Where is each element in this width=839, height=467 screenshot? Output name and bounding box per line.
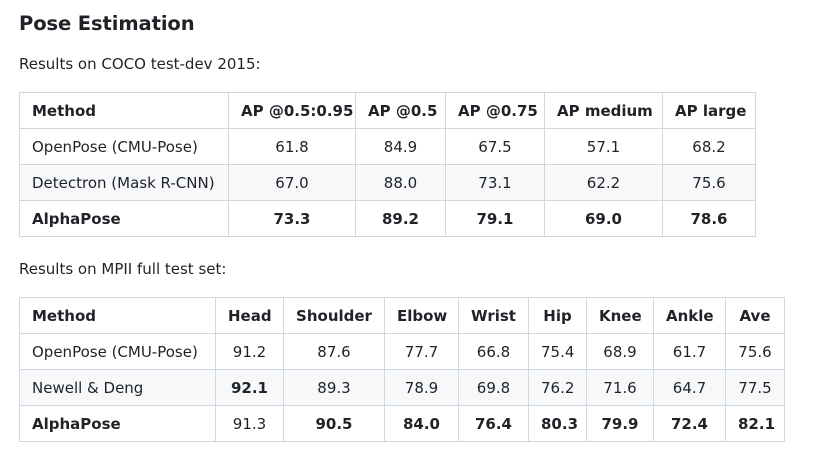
column-header: Method <box>19 297 216 334</box>
column-header: AP @0.75 <box>445 92 545 129</box>
column-header: AP medium <box>544 92 663 129</box>
table-cell: 80.3 <box>528 405 587 442</box>
table-cell: 92.1 <box>215 369 284 406</box>
table-cell: 88.0 <box>355 164 446 201</box>
table-cell: 91.2 <box>215 333 284 370</box>
table-cell: 78.9 <box>384 369 459 406</box>
table-row: OpenPose (CMU-Pose) 91.2 87.6 77.7 66.8 … <box>19 333 785 370</box>
table-cell: 67.5 <box>445 128 545 165</box>
column-header: Elbow <box>384 297 459 334</box>
method-cell: OpenPose (CMU-Pose) <box>19 333 216 370</box>
table-cell: 75.6 <box>725 333 785 370</box>
column-header: AP @0.5 <box>355 92 446 129</box>
table-row: Detectron (Mask R-CNN) 67.0 88.0 73.1 62… <box>19 164 756 201</box>
table-cell: 68.2 <box>662 128 756 165</box>
table-cell: 64.7 <box>653 369 726 406</box>
table-cell: 91.3 <box>215 405 284 442</box>
table-cell: 90.5 <box>283 405 385 442</box>
table-header-row: Method AP @0.5:0.95 AP @0.5 AP @0.75 AP … <box>19 92 756 129</box>
table-cell: 78.6 <box>662 200 756 237</box>
table-cell: 77.5 <box>725 369 785 406</box>
table-row: AlphaPose 91.3 90.5 84.0 76.4 80.3 79.9 … <box>19 405 785 442</box>
coco-caption: Results on COCO test-dev 2015: <box>19 55 261 73</box>
table-cell: 62.2 <box>544 164 663 201</box>
coco-results-table: Method AP @0.5:0.95 AP @0.5 AP @0.75 AP … <box>19 92 756 237</box>
table-cell: 89.2 <box>355 200 446 237</box>
method-cell: OpenPose (CMU-Pose) <box>19 128 229 165</box>
table-row: Newell & Deng 92.1 89.3 78.9 69.8 76.2 7… <box>19 369 785 406</box>
column-header: Knee <box>586 297 654 334</box>
table-row: OpenPose (CMU-Pose) 61.8 84.9 67.5 57.1 … <box>19 128 756 165</box>
table-cell: 75.6 <box>662 164 756 201</box>
table-row: AlphaPose 73.3 89.2 79.1 69.0 78.6 <box>19 200 756 237</box>
table-cell: 61.8 <box>228 128 356 165</box>
column-header: Ankle <box>653 297 726 334</box>
table-cell: 67.0 <box>228 164 356 201</box>
mpii-caption: Results on MPII full test set: <box>19 260 227 278</box>
table-cell: 72.4 <box>653 405 726 442</box>
column-header: AP large <box>662 92 756 129</box>
table-cell: 76.4 <box>458 405 529 442</box>
table-cell: 69.8 <box>458 369 529 406</box>
table-cell: 73.3 <box>228 200 356 237</box>
mpii-results-table: Method Head Shoulder Elbow Wrist Hip Kne… <box>19 297 785 442</box>
method-cell: Newell & Deng <box>19 369 216 406</box>
table-cell: 84.0 <box>384 405 459 442</box>
column-header: Wrist <box>458 297 529 334</box>
table-cell: 79.9 <box>586 405 654 442</box>
table-cell: 57.1 <box>544 128 663 165</box>
table-cell: 61.7 <box>653 333 726 370</box>
table-cell: 82.1 <box>725 405 785 442</box>
table-cell: 66.8 <box>458 333 529 370</box>
table-cell: 73.1 <box>445 164 545 201</box>
table-cell: 79.1 <box>445 200 545 237</box>
column-header: Method <box>19 92 229 129</box>
column-header: AP @0.5:0.95 <box>228 92 356 129</box>
method-cell: AlphaPose <box>19 405 216 442</box>
table-cell: 76.2 <box>528 369 587 406</box>
section-heading: Pose Estimation <box>19 12 195 35</box>
column-header: Hip <box>528 297 587 334</box>
table-cell: 84.9 <box>355 128 446 165</box>
column-header: Ave <box>725 297 785 334</box>
table-cell: 75.4 <box>528 333 587 370</box>
column-header: Head <box>215 297 284 334</box>
table-cell: 77.7 <box>384 333 459 370</box>
method-cell: AlphaPose <box>19 200 229 237</box>
table-cell: 87.6 <box>283 333 385 370</box>
table-cell: 89.3 <box>283 369 385 406</box>
table-header-row: Method Head Shoulder Elbow Wrist Hip Kne… <box>19 297 785 334</box>
column-header: Shoulder <box>283 297 385 334</box>
table-cell: 71.6 <box>586 369 654 406</box>
table-cell: 69.0 <box>544 200 663 237</box>
table-cell: 68.9 <box>586 333 654 370</box>
method-cell: Detectron (Mask R-CNN) <box>19 164 229 201</box>
